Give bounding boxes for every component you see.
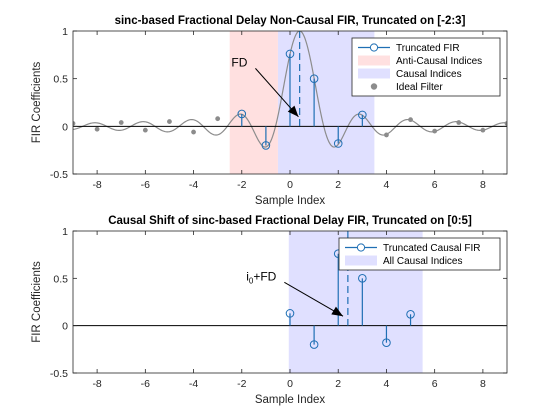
legend-label-anti-causal-indices: Anti-Causal Indices xyxy=(396,56,482,67)
legend-swatch-causal-indices xyxy=(358,68,390,79)
ideal-filter-point xyxy=(118,120,124,125)
annotation-arrow-head xyxy=(331,306,344,317)
x-tick-label: 4 xyxy=(384,378,390,390)
chart-title: Causal Shift of sinc-based Fractional De… xyxy=(108,215,472,227)
y-tick-label: 0.5 xyxy=(53,273,68,285)
y-axis-label: FIR Coefficients xyxy=(31,61,43,143)
x-tick-label: -4 xyxy=(189,179,198,191)
legend-label-causal-indices: Causal Indices xyxy=(396,69,462,80)
chart-top: -8 -6 -4 -2 0 2 4 6 8 -0.5 0 0.5 1 sinc-based Fractio… xyxy=(31,15,508,207)
ideal-filter-point xyxy=(167,119,172,124)
annotation-label: i0+FD xyxy=(246,269,276,285)
x-tick-label: 6 xyxy=(432,378,438,390)
legend-label-all-causal-indices: All Causal Indices xyxy=(383,256,462,267)
stem-marker xyxy=(358,110,367,120)
x-tick-label: -4 xyxy=(189,378,198,390)
legend-swatch-all-causal-indices xyxy=(345,255,377,266)
stem-marker xyxy=(309,74,319,83)
stem-marker xyxy=(333,139,343,148)
x-tick-label: 8 xyxy=(480,378,486,390)
x-tick-label: -6 xyxy=(141,378,150,390)
chart-title: sinc-based Fractional Delay Non-Causal F… xyxy=(115,15,466,27)
legend-marker-truncated-causal-fir xyxy=(356,243,366,252)
ideal-filter-point xyxy=(504,121,507,126)
x-tick-label: 0 xyxy=(287,179,293,191)
legend-marker-truncated-fir xyxy=(369,43,379,52)
y-axis-label: FIR Coefficients xyxy=(31,261,43,343)
y-tick-label: 0.5 xyxy=(53,74,68,86)
y-tick-label: 1 xyxy=(62,226,68,238)
legend-label-truncated-causal-fir: Truncated Causal FIR xyxy=(383,243,480,254)
x-axis-label: Sample Index xyxy=(255,394,326,406)
annotation-arrow-line xyxy=(284,281,344,317)
x-tick-label: -6 xyxy=(141,179,150,191)
legend-label-ideal-filter: Ideal Filter xyxy=(396,82,443,93)
x-tick-label: -2 xyxy=(237,378,246,390)
ideal-filter-point xyxy=(73,121,76,126)
y-tick-label: 0 xyxy=(62,321,68,333)
x-tick-label: 4 xyxy=(384,179,390,191)
x-tick-label: 8 xyxy=(480,179,486,191)
annotation-label: FD xyxy=(231,55,247,69)
region-anti-causal-indices xyxy=(229,31,278,174)
x-tick-label: -8 xyxy=(92,179,101,191)
stem-marker xyxy=(358,274,367,283)
y-tick-label: -0.5 xyxy=(50,169,68,181)
ideal-filter-point xyxy=(456,120,462,125)
annotation-arrow-head xyxy=(287,105,299,117)
y-tick-label: 1 xyxy=(62,26,68,38)
annotation-label-main: i xyxy=(246,269,249,283)
x-axis-label: Sample Index xyxy=(255,195,326,207)
stem-marker xyxy=(237,109,247,119)
stem-marker xyxy=(309,340,319,349)
annotation-label-sub: 0 xyxy=(249,276,254,285)
ideal-filter-point xyxy=(432,128,438,134)
ideal-filter-point xyxy=(408,117,413,123)
y-tick-label: 0 xyxy=(62,121,68,133)
x-tick-label: 0 xyxy=(287,378,293,390)
stem-marker xyxy=(382,338,391,348)
stem-marker xyxy=(406,310,415,319)
legend-swatch-ideal-filter xyxy=(370,83,378,90)
ideal-filter-point xyxy=(215,116,221,122)
ideal-filter-point xyxy=(94,126,100,132)
plot-content xyxy=(73,31,507,174)
x-tick-label: 2 xyxy=(335,179,341,191)
x-tick-label: 2 xyxy=(335,378,341,390)
x-tick-label: 6 xyxy=(432,179,438,191)
ideal-filter-point xyxy=(480,127,486,133)
x-tick-label: -8 xyxy=(92,378,101,390)
stem-marker xyxy=(285,309,295,318)
ideal-filter-point xyxy=(142,127,148,133)
chart-bottom: -8 -6 -4 -2 0 2 4 6 8 -0.5 0 0.5 1 Causal Shift of si… xyxy=(31,215,508,406)
stem-marker xyxy=(285,49,295,59)
x-tick-label: -2 xyxy=(237,179,246,191)
stem-marker xyxy=(261,141,271,150)
legend-swatch-anti-causal-indices xyxy=(358,55,390,66)
legend-label-truncated-fir: Truncated FIR xyxy=(396,43,460,54)
ideal-filter-point xyxy=(384,132,389,138)
y-tick-label: -0.5 xyxy=(50,368,68,380)
ideal-filter-point xyxy=(191,129,196,135)
annotation-label-rest: +FD xyxy=(253,269,276,283)
